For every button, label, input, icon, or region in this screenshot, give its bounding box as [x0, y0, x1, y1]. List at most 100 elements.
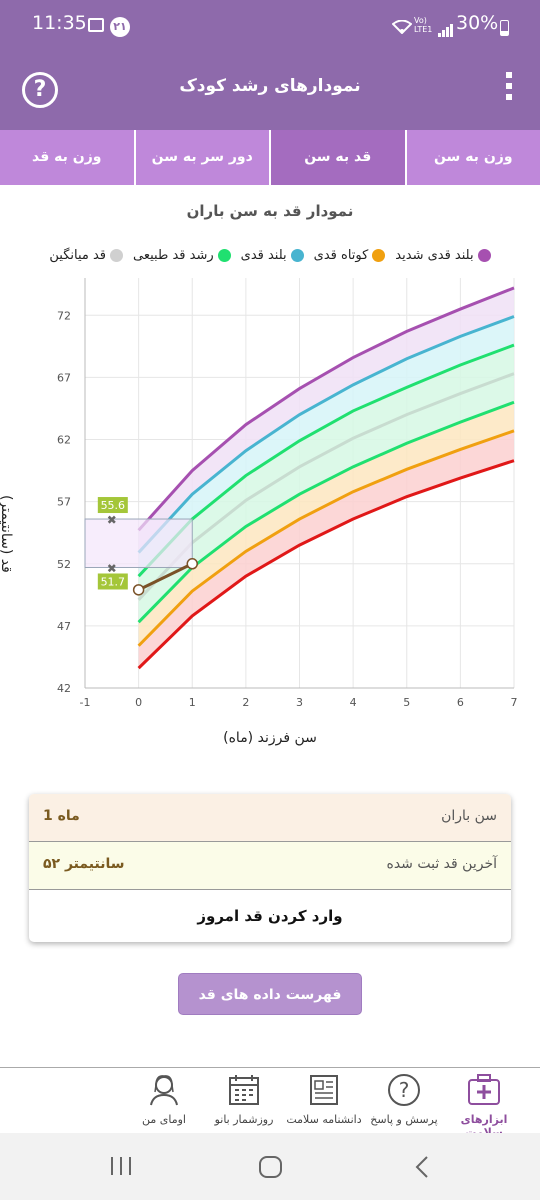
nav-health-tools[interactable]: ابزارهای سلامت [444, 1068, 524, 1139]
image-notification-icon [88, 18, 104, 32]
legend-label: رشد قد طبیعی [133, 247, 214, 263]
nav-label: پرسش و پاسخ [370, 1113, 438, 1126]
range-label: 55.6 [101, 499, 126, 512]
range-marker-icon: ✖ [107, 561, 117, 575]
question-icon: ? [388, 1074, 420, 1106]
wifi-icon [391, 19, 413, 38]
x-tick-label: 3 [296, 696, 303, 709]
age-row: سن باران 1 ماه [29, 794, 511, 842]
nav-label: دانشنامه سلامت [286, 1113, 362, 1126]
help-button[interactable]: ? [22, 72, 58, 108]
x-axis-label: سن فرزند (ماه) [223, 730, 317, 746]
normal-range-box [84, 518, 193, 568]
x-tick-label: 1 [189, 696, 196, 709]
page-title: نمودارهای رشد کودک [179, 76, 361, 96]
medical-kit-icon [468, 1074, 500, 1105]
enter-today-height-button[interactable]: وارد کردن قد امروز [197, 907, 343, 925]
tab-weight-age[interactable]: وزن به سن [404, 130, 540, 185]
home-icon[interactable] [258, 1155, 284, 1179]
x-tick-label: 4 [350, 696, 357, 709]
x-tick-label: 7 [511, 696, 518, 709]
tab-weight-height[interactable]: وزن به قد [0, 130, 134, 185]
battery-icon [500, 20, 509, 36]
height-data-list-button[interactable]: فهرست داده های قد باران [178, 973, 362, 1045]
measurement-line [137, 562, 193, 592]
info-card: سن باران 1 ماه آخرین قد ثبت شده ۵۲ سانتی… [29, 794, 511, 942]
percentile-line [137, 343, 515, 578]
legend-dot-icon [217, 248, 231, 262]
x-tick-label: 5 [403, 696, 410, 709]
age-value: 1 ماه [43, 808, 80, 824]
percentile-line [137, 400, 515, 624]
legend-item[interactable]: کوتاه قدی [314, 244, 386, 266]
range-label-bg [97, 573, 128, 590]
legend-item[interactable]: بلند قدی [241, 244, 304, 266]
app-bar: ? نمودارهای رشد کودک [0, 48, 540, 130]
calendar-icon [229, 1075, 259, 1105]
chart-title: نمودار قد به سن باران [186, 202, 354, 220]
legend-dot-icon [110, 248, 124, 262]
nav-label: اومای من [142, 1113, 186, 1126]
x-tick-label: 0 [135, 696, 142, 709]
tab-height-age[interactable]: قد به سن [269, 130, 405, 185]
notification-badge: ۲۱ [110, 17, 130, 37]
measurement-point [186, 558, 198, 570]
menu-dot-icon [506, 94, 512, 100]
legend-label: بلند قدی [240, 247, 287, 263]
last-height-label: آخرین قد ثبت شده [386, 856, 498, 872]
menu-dot-icon [506, 72, 512, 78]
legend-label: قد میانگین [49, 247, 107, 263]
nav-qa[interactable]: ? پرسش و پاسخ [364, 1068, 444, 1133]
legend-item[interactable]: رشد قد طبیعی [133, 244, 231, 266]
chart-legend: بلند قدی شدید کوتاه قدی بلند قدی رشد قد … [0, 244, 540, 266]
percentile-band [138, 430, 514, 669]
range-label-bg [97, 497, 128, 514]
tab-head-age[interactable]: دور سر به سن [133, 130, 269, 185]
percentile-line [137, 429, 515, 647]
y-tick-label: 62 [57, 434, 71, 447]
overflow-menu-button[interactable] [504, 72, 514, 108]
last-height-value: ۵۲ سانتیمتر [43, 856, 125, 872]
legend-label: بلند قدی شدید [395, 247, 474, 263]
percentile-band [138, 287, 514, 553]
legend-dot-icon [372, 248, 386, 262]
y-tick-label: 72 [57, 309, 71, 322]
back-icon[interactable] [412, 1155, 432, 1179]
percentile-band [138, 373, 514, 623]
y-axis-label: قد (سانتیمتر) [0, 495, 14, 573]
last-height-row: آخرین قد ثبت شده ۵۲ سانتیمتر [29, 842, 511, 890]
y-tick-label: 47 [57, 620, 71, 633]
age-label: سن باران [441, 808, 497, 824]
y-tick-label: 57 [57, 496, 71, 509]
battery-percent: 30% [456, 12, 499, 34]
legend-dot-icon [290, 248, 304, 262]
lte-indicator: Vo) LTE1 [414, 16, 433, 34]
bottom-nav: ابزارهای سلامت ? پرسش و پاسخ دانشنامه سل… [0, 1067, 540, 1139]
menu-dot-icon [506, 83, 512, 89]
percentile-line [137, 315, 515, 554]
legend-label: کوتاه قدی [313, 247, 369, 263]
chart-tabs: وزن به سن قد به سن دور سر به سن وزن به ق… [0, 130, 540, 185]
recent-apps-icon[interactable] [108, 1155, 134, 1177]
y-tick-label: 67 [57, 371, 71, 384]
nav-encyclopedia[interactable]: دانشنامه سلامت [284, 1068, 364, 1133]
y-tick-label: 42 [57, 682, 71, 695]
percentile-line [137, 286, 515, 532]
range-marker-icon: ✖ [107, 513, 117, 527]
x-tick-label: -1 [80, 696, 91, 709]
question-icon: ? [33, 77, 47, 102]
svg-text:?: ? [399, 1078, 410, 1102]
x-tick-label: 6 [457, 696, 464, 709]
percentile-line [137, 459, 515, 670]
nav-my-profile[interactable]: اومای من [124, 1068, 204, 1133]
profile-icon [150, 1075, 178, 1106]
signal-icon [438, 18, 454, 37]
legend-item[interactable]: بلند قدی شدید [395, 244, 491, 266]
legend-item[interactable]: قد میانگین [49, 244, 124, 266]
newspaper-icon [310, 1075, 338, 1105]
y-tick-label: 52 [57, 558, 71, 571]
system-navigation-bar [0, 1133, 540, 1200]
nav-calendar[interactable]: روزشمار بانو [204, 1068, 284, 1133]
legend-dot-icon [477, 248, 491, 262]
